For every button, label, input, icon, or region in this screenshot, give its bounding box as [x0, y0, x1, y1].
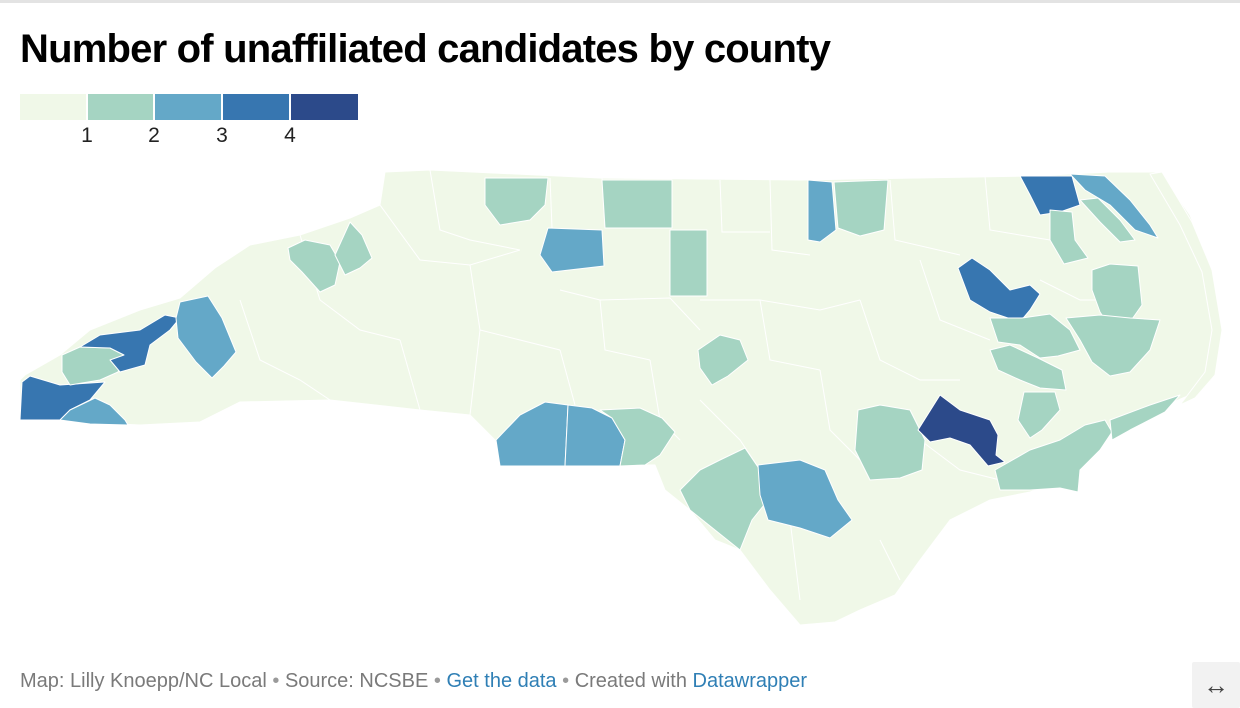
separator: • [272, 670, 280, 692]
county-carteret-banks [1109, 394, 1181, 441]
footer: Map: Lilly Knoepp/NC Local • Source: NCS… [20, 668, 807, 694]
county-perquimans [1079, 197, 1136, 243]
county-martin [957, 257, 1041, 323]
legend-swatch-3 [223, 94, 289, 120]
legend-tick-3: 3 [216, 124, 228, 147]
county-carteret [994, 419, 1113, 493]
get-data-link[interactable]: Get the data [446, 670, 557, 692]
county-surry [601, 179, 673, 229]
color-legend: 1 2 3 4 [20, 94, 360, 154]
county-halifax [833, 179, 889, 237]
legend-tick-4: 4 [284, 124, 296, 147]
county-beaufort [989, 313, 1081, 359]
county-ashe [484, 177, 549, 226]
legend-swatch-1 [88, 94, 153, 120]
county-alamance [669, 229, 708, 297]
county-pamlico [989, 344, 1067, 391]
created-with-text: Created with [574, 670, 687, 692]
county-stanly [599, 407, 676, 467]
county-camden [1069, 173, 1159, 239]
legend-swatch-0 [20, 94, 86, 120]
chart-title: Number of unaffiliated candidates by cou… [20, 27, 831, 71]
expand-button[interactable]: ↔ [1192, 662, 1240, 708]
separator: • [562, 670, 570, 692]
county-forsyth [539, 227, 605, 273]
county-haywood [79, 314, 181, 373]
legend-tick-2: 2 [148, 124, 160, 147]
county-madison [287, 239, 341, 293]
county-avery [334, 221, 373, 276]
county-sampson [854, 404, 926, 481]
legend-swatch-2 [155, 94, 221, 120]
expand-arrows-icon: ↔ [1203, 670, 1229, 700]
nc-county-map [19, 169, 1223, 626]
county-lee [697, 334, 749, 386]
county-chowan [1049, 209, 1089, 265]
credit-text: Map: Lilly Knoepp/NC Local [20, 670, 267, 692]
source-text: Source: NCSBE [284, 670, 429, 692]
county-warren [807, 179, 837, 243]
legend-tick-1: 1 [81, 124, 93, 147]
top-rule [0, 0, 1240, 3]
county-clay [59, 397, 129, 426]
county-duplin [917, 394, 1006, 467]
county-hyde [1065, 314, 1161, 377]
separator: • [433, 670, 441, 692]
county-robeson [757, 459, 853, 539]
county-buncombe [175, 295, 237, 379]
datawrapper-link[interactable]: Datawrapper [692, 670, 808, 692]
legend-swatch-4 [291, 94, 358, 120]
outer-banks [1149, 171, 1223, 406]
county-craven [1017, 391, 1061, 439]
highlighted-counties [19, 173, 1181, 551]
